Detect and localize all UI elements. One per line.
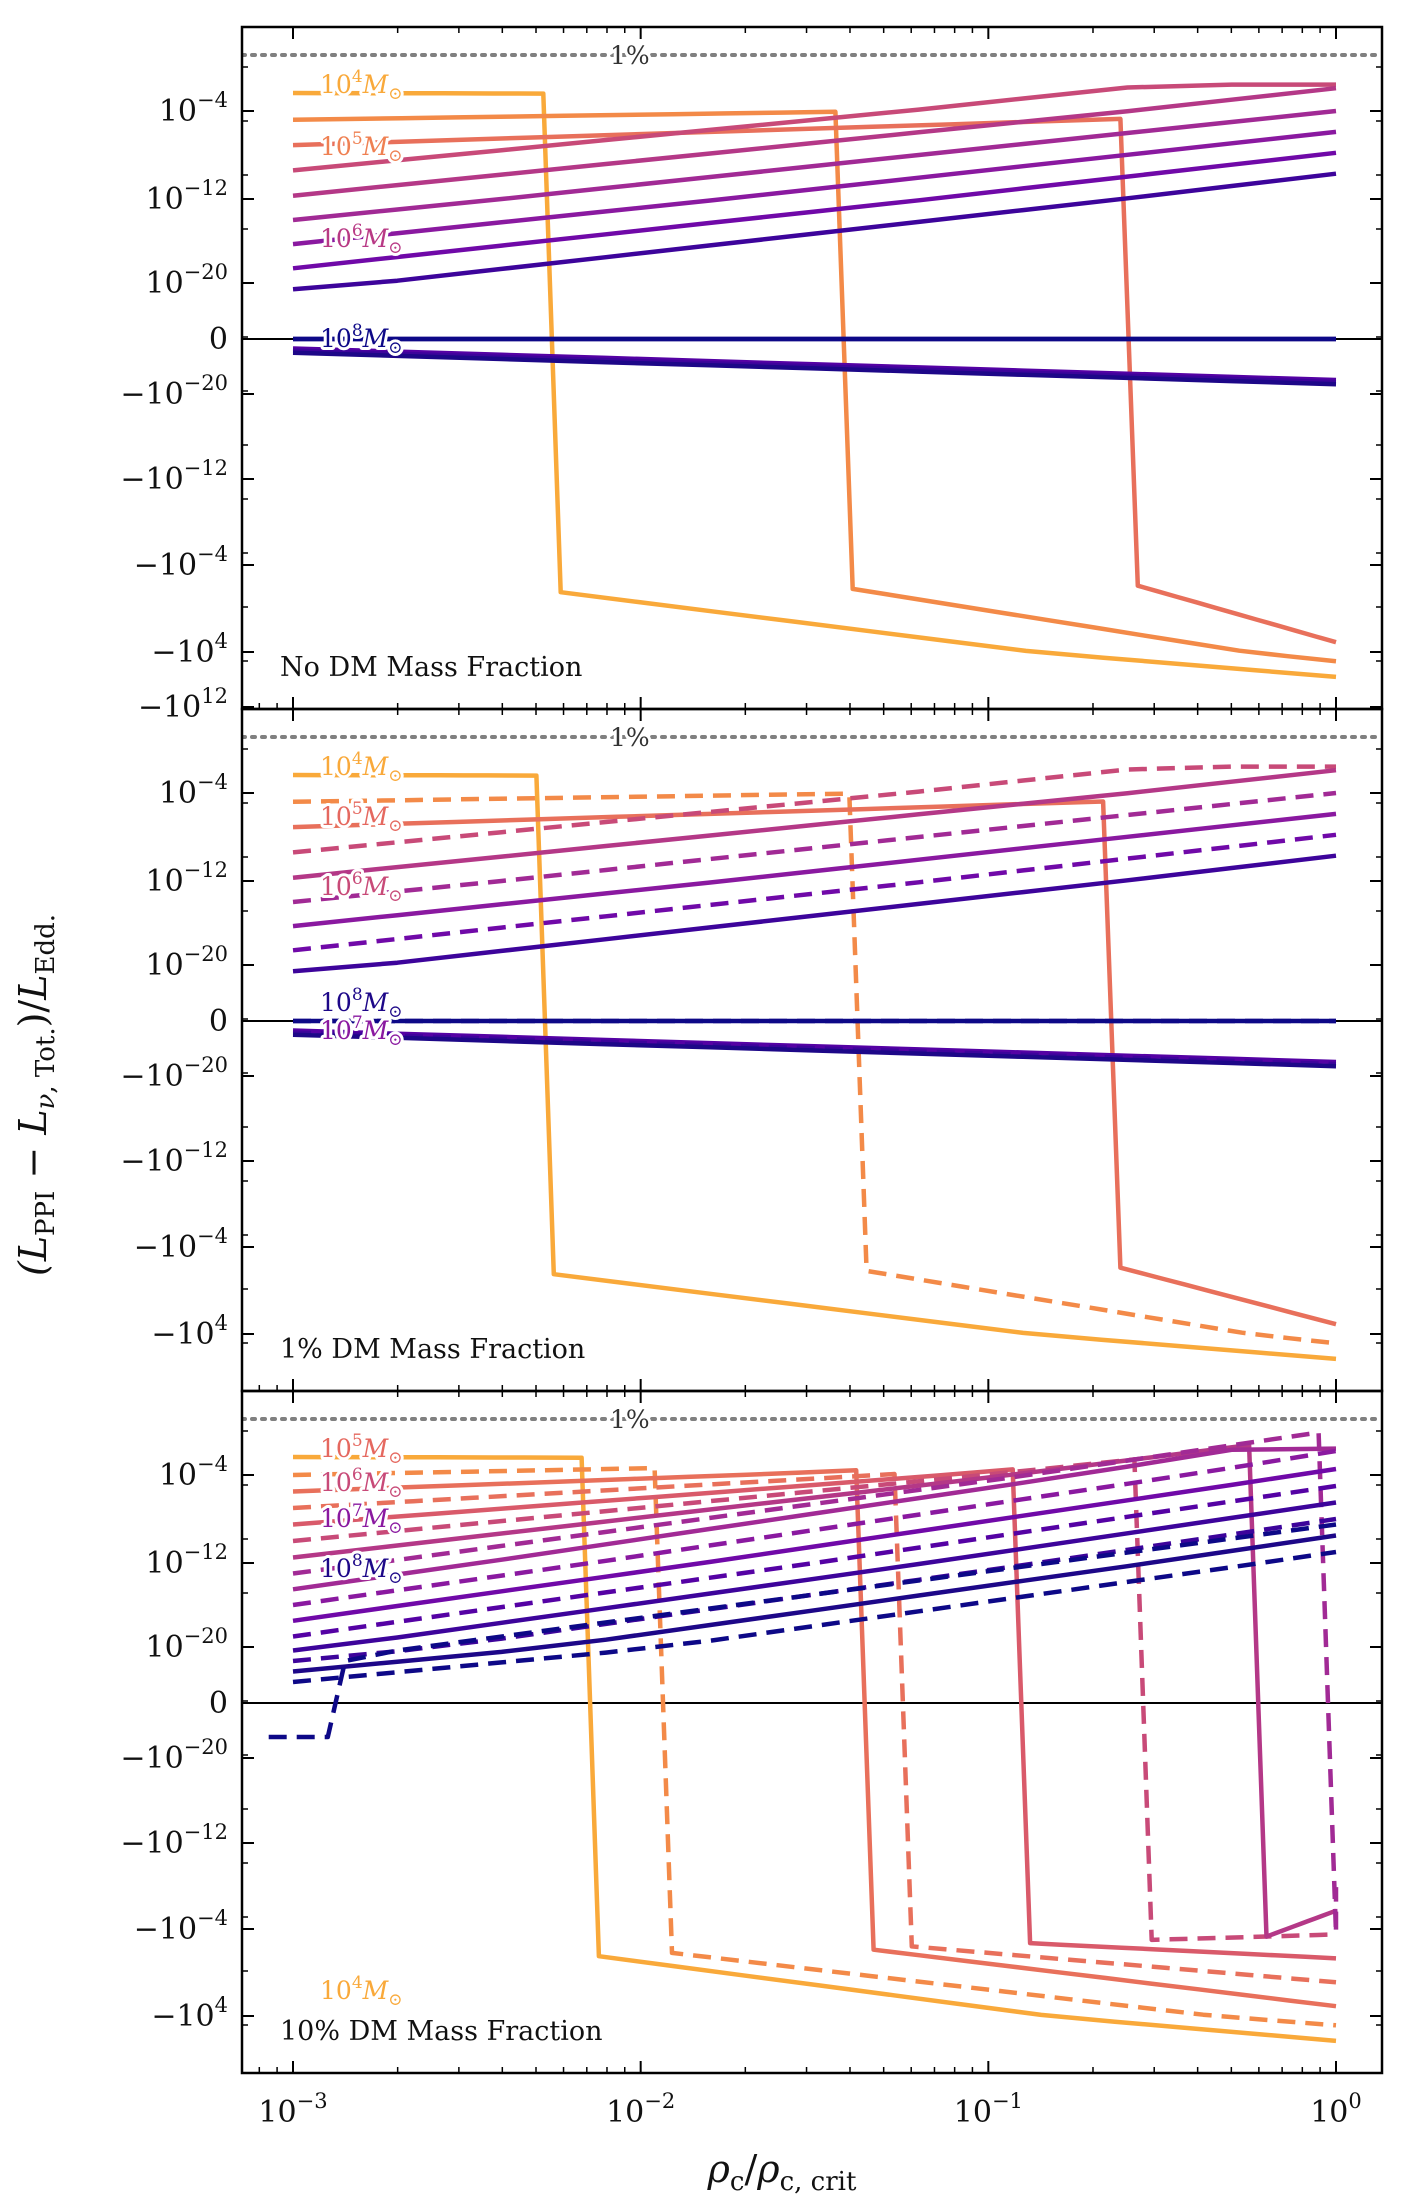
y-tick-label: −10−20 [120, 1053, 228, 1094]
series-line [292, 791, 1337, 1346]
y-tick-label: −10−4 [134, 1224, 228, 1265]
series-line [292, 1471, 1337, 1985]
series-line [292, 832, 1337, 953]
series-line [292, 1483, 1337, 1639]
y-tick-label: 10−12 [145, 176, 228, 217]
y-tick-label: 10−4 [159, 88, 228, 129]
series-line [292, 1468, 1337, 2009]
y-tick-label: −104 [151, 1993, 228, 2034]
panels-group: 1%104M⊙105M⊙106M⊙108M⊙10−410−1210−200−10… [120, 25, 1384, 2130]
x-axis-title: ρc/ρc, crit [707, 2147, 857, 2197]
series-line [292, 1446, 1337, 1592]
series-line [292, 772, 1337, 1362]
reference-label: 1% [610, 1405, 650, 1434]
series-line [292, 790, 1337, 905]
curve-label: 104M⊙ [320, 1973, 403, 2010]
curve-label: 108M⊙ [320, 985, 403, 1022]
plot-area [242, 735, 1382, 1362]
curve-label: 107M⊙ [320, 1013, 403, 1050]
curve-label: 107M⊙ [320, 1501, 403, 1538]
x-tick-label: 10−1 [954, 2089, 1023, 2130]
y-tick-label: 0 [209, 322, 228, 357]
y-tick-label: 0 [209, 1686, 228, 1721]
curve-label: 108M⊙ [320, 1551, 403, 1588]
y-tick-label: 10−4 [159, 1452, 228, 1493]
y-tick-label: 10−12 [145, 858, 228, 899]
series-line [292, 171, 1337, 292]
reference-label: 1% [610, 41, 650, 70]
y-tick-label: 10−20 [145, 942, 228, 983]
series-line [292, 150, 1337, 271]
series-line [292, 116, 1337, 645]
series-line [292, 1430, 1339, 1936]
curve-label: 105M⊙ [320, 1431, 403, 1468]
series-line [292, 1442, 1337, 1939]
series-line [292, 1454, 1337, 2044]
series-line [292, 350, 1337, 387]
y-tick-label: −10−12 [120, 456, 228, 497]
y-tick-label: −1012 [138, 684, 228, 725]
series-line [292, 1549, 1337, 1685]
series-line [292, 764, 1336, 855]
series-line [292, 82, 1336, 173]
series-line [292, 1457, 1337, 1943]
curve-label: 106M⊙ [320, 1465, 403, 1502]
series-line [292, 767, 1337, 880]
series-line [292, 85, 1337, 198]
series-line [292, 1467, 1337, 1961]
y-tick-label: −10−4 [134, 542, 228, 583]
y-tick-label: −10−4 [134, 1906, 228, 1947]
plot-area [242, 1417, 1382, 2044]
y-tick-label: 10−20 [145, 1624, 228, 1665]
series-line [292, 1465, 1337, 2028]
panel-1: 1% 104M⊙ 105M⊙ 106M⊙ 108M⊙ 10−4 10−12 10−20 0 −10… [120, 25, 1384, 725]
y-tick-label: 0 [209, 1004, 228, 1039]
x-tick-label: 100 [1310, 2089, 1362, 2130]
series-line [292, 1448, 1337, 1608]
panel-2: 1% 104M⊙ 105M⊙ 106M⊙ 108M⊙107M⊙ 10−4 10−12 10−2… [120, 707, 1384, 1393]
y-tick-label: 10−12 [145, 1540, 228, 1581]
series-line [292, 799, 1337, 1327]
y-tick-label: −10−12 [120, 1138, 228, 1179]
series-line [292, 109, 1337, 664]
curve-label: 106M⊙ [320, 869, 403, 906]
panel-3: 1% 105M⊙106M⊙107M⊙ 108M⊙ 104M⊙ 10−4 10−12 10−2… [120, 1389, 1384, 2075]
x-tick-label: 10−3 [258, 2089, 327, 2130]
x-tick-label: 10−2 [606, 2089, 675, 2130]
curve-label: 105M⊙ [320, 129, 403, 166]
y-tick-label: −10−20 [120, 371, 228, 412]
panel-label: 1% DM Mass Fraction [280, 1334, 585, 1365]
y-axis-title: (LPPI − Lν, Tot.)/LEdd. [11, 914, 61, 1276]
y-tick-label: −104 [151, 1311, 228, 1352]
curve-label: 104M⊙ [320, 67, 403, 104]
y-tick-label: 10−4 [159, 770, 228, 811]
panel-frame [240, 1389, 1384, 2075]
panel-label: 10% DM Mass Fraction [280, 2016, 603, 2047]
series-line [268, 1522, 1337, 1740]
reference-label: 1% [610, 723, 650, 752]
series-line [292, 1032, 1337, 1069]
y-tick-label: −10−20 [120, 1735, 228, 1776]
series-line [292, 1500, 1337, 1653]
curve-label: 108M⊙ [320, 321, 403, 358]
series-line [292, 90, 1337, 680]
y-tick-label: 10−20 [145, 260, 228, 301]
curve-label: 106M⊙ [320, 221, 403, 258]
series-line [292, 129, 1337, 247]
series-line [292, 811, 1337, 929]
series-line [292, 853, 1337, 974]
y-tick-label: −10−12 [120, 1820, 228, 1861]
plot-area [242, 53, 1382, 680]
y-tick-label: −104 [151, 629, 228, 670]
curve-label: 105M⊙ [320, 799, 403, 836]
series-line [292, 1533, 1337, 1674]
panel-label: No DM Mass Fraction [280, 652, 582, 683]
series-line [292, 1466, 1337, 1624]
series-line [292, 108, 1337, 223]
curve-label: 104M⊙ [320, 749, 403, 786]
